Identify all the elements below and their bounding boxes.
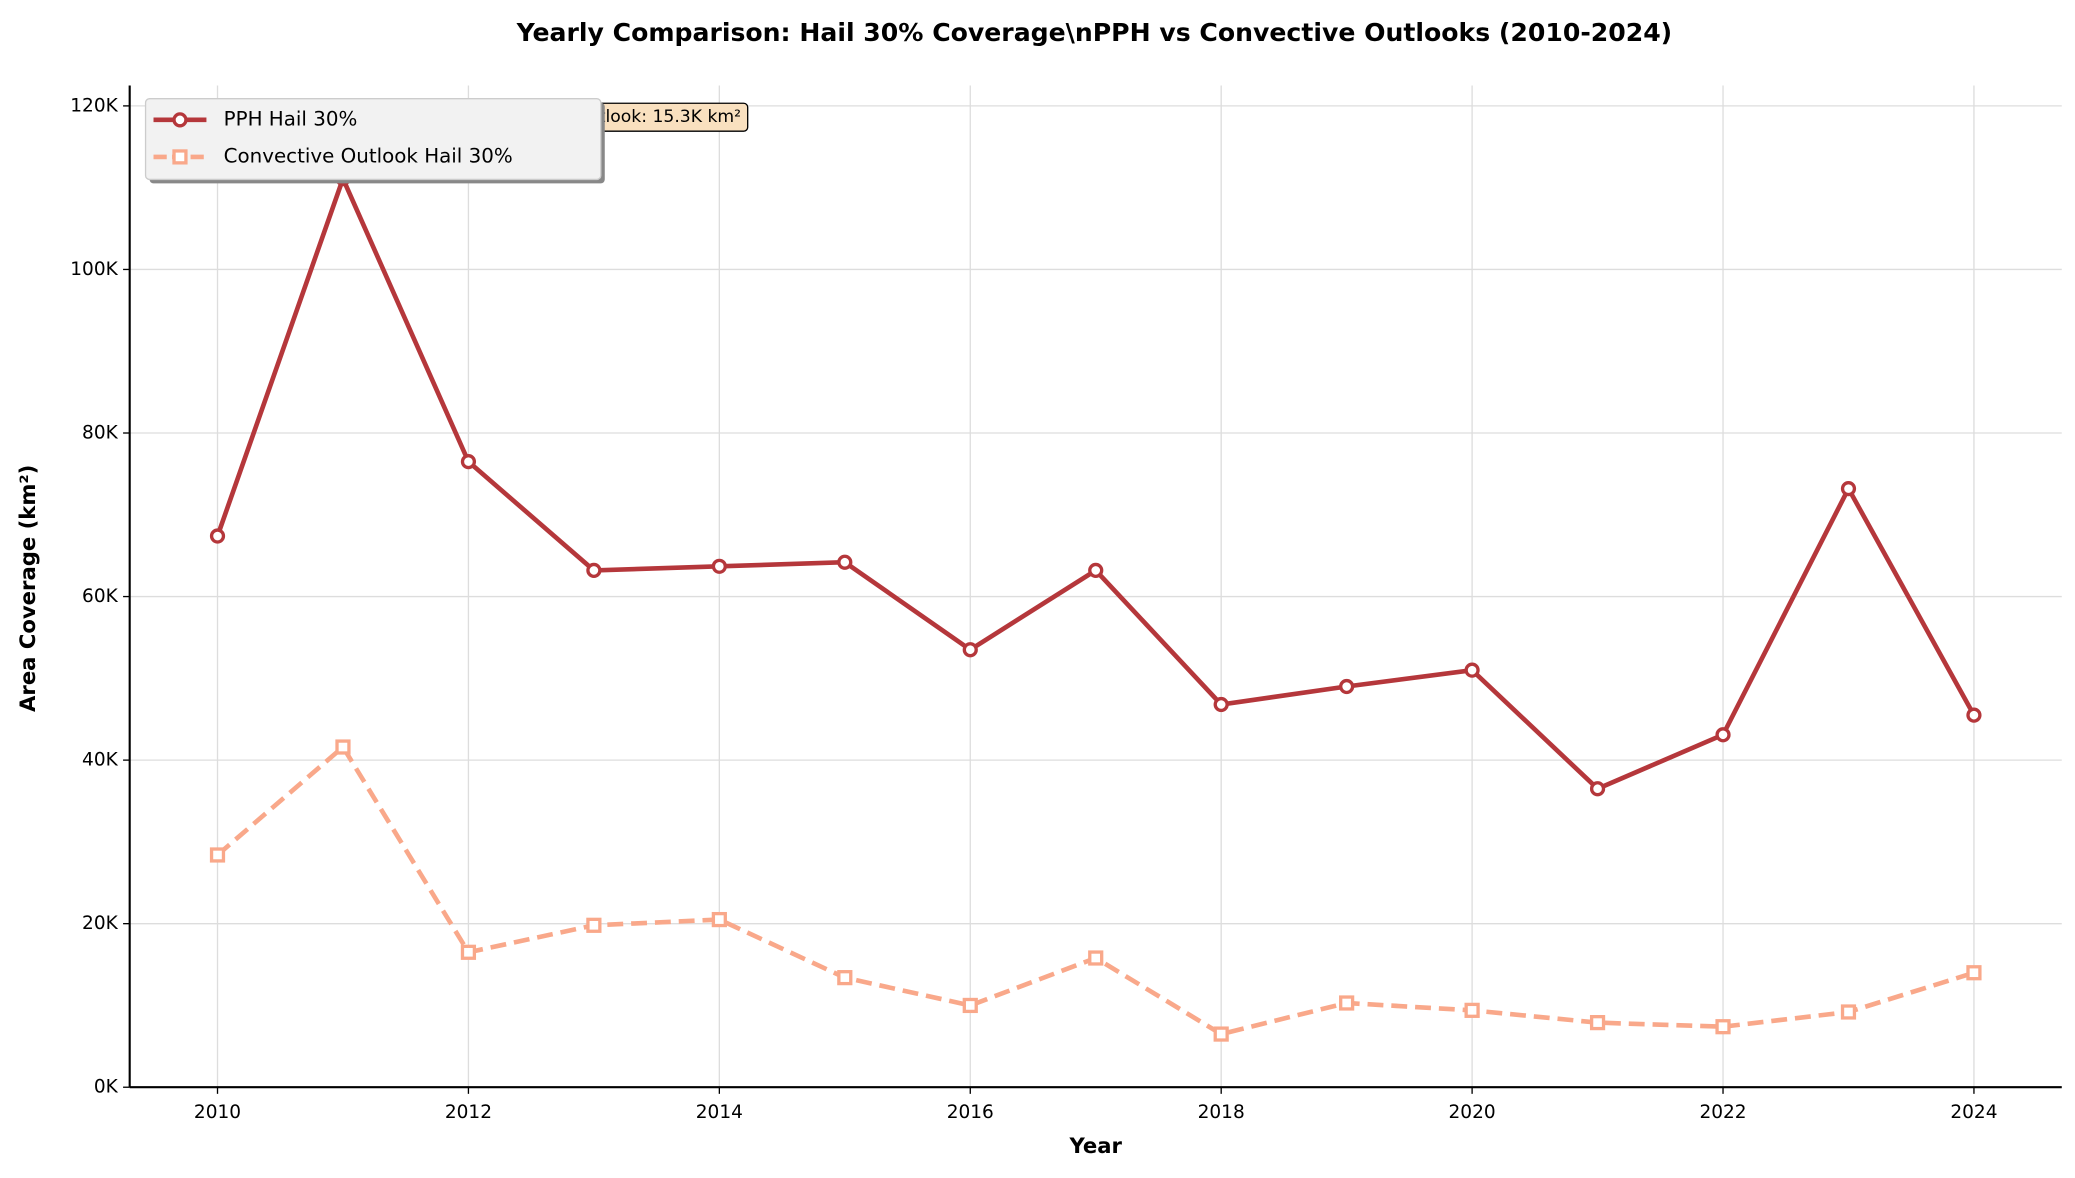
data-point [711, 911, 727, 928]
data-point [962, 997, 978, 1014]
x-axis-label: Year [1069, 1133, 1123, 1158]
legend: PPH Hail 30% Convective Outlook Hail 30% [144, 98, 605, 184]
data-point [1088, 950, 1104, 966]
series-line [215, 743, 1975, 1037]
data-point [460, 944, 477, 960]
chart-title: Yearly Comparison: Hail 30% Coverage\nPP… [516, 18, 1673, 47]
data-point [1840, 1004, 1857, 1020]
data-point [209, 528, 226, 544]
data-point [1840, 481, 1857, 497]
data-point [1213, 696, 1229, 713]
y-tick-label: 60K [82, 586, 119, 607]
data-point [1589, 1015, 1606, 1031]
data-point [962, 642, 978, 658]
x-tick-label: 2014 [696, 1102, 743, 1123]
y-tick-label: 20K [82, 913, 119, 934]
data-point [1589, 781, 1606, 797]
data-point [586, 562, 602, 579]
series-line [215, 172, 1976, 792]
data-point [1715, 727, 1731, 743]
y-tick-label: 120K [70, 95, 118, 116]
data-point [335, 739, 351, 755]
y-axis-label: Area Coverage (km²) [15, 465, 40, 712]
data-point [1966, 965, 1982, 981]
y-tick-label: 40K [82, 750, 119, 771]
data-point [1213, 1026, 1229, 1042]
data-point [1464, 1002, 1480, 1018]
legend-label: PPH Hail 30% [224, 107, 358, 130]
data-point [209, 847, 226, 863]
data-point [837, 970, 853, 986]
legend-marker [172, 149, 188, 165]
x-tick-label: 2020 [1449, 1102, 1496, 1123]
legend-marker [172, 112, 188, 128]
data-point [586, 917, 602, 933]
x-tick-label: 2022 [1699, 1102, 1746, 1123]
x-tick-label: 2016 [947, 1102, 994, 1123]
data-point [711, 558, 727, 574]
legend-box [144, 98, 602, 181]
x-tick-label: 2018 [1198, 1102, 1245, 1123]
data-point [1464, 662, 1480, 678]
y-tick-label: 100K [70, 259, 118, 280]
legend-label: Convective Outlook Hail 30% [224, 144, 513, 167]
data-point [1088, 562, 1104, 579]
y-tick-label: 0K [94, 1077, 119, 1098]
y-tick-label: 80K [82, 423, 119, 444]
data-point [1339, 678, 1355, 695]
data-point [1966, 707, 1982, 723]
data-point [1339, 995, 1355, 1011]
data-point [1715, 1019, 1731, 1035]
x-tick-label: 2024 [1950, 1102, 1997, 1123]
x-tick-label: 2012 [445, 1102, 492, 1123]
x-tick-label: 2010 [194, 1102, 241, 1123]
data-point [837, 554, 853, 570]
data-point [460, 454, 477, 470]
